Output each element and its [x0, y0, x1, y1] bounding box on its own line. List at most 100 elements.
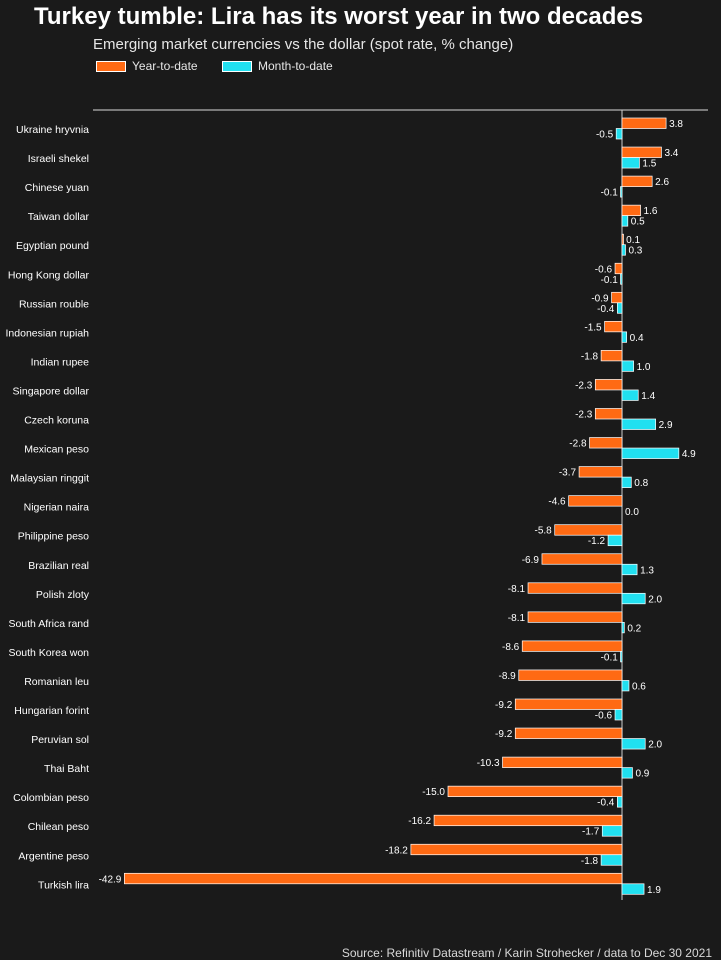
- category-label: Nigerian naira: [24, 502, 90, 514]
- bar-ytd: [514, 727, 623, 739]
- bar-mtd: [614, 709, 623, 721]
- bar-mtd: [620, 273, 623, 285]
- bar-mtd: [621, 389, 639, 401]
- data-label-mtd: -0.4: [597, 304, 615, 315]
- category-label: Philippine peso: [18, 531, 89, 543]
- bar-mtd: [621, 738, 646, 750]
- bar-mtd: [621, 883, 645, 895]
- bar-ytd: [554, 524, 623, 536]
- category-label: Ukraine hryvnia: [16, 124, 89, 136]
- bar-mtd: [617, 302, 623, 314]
- bar-ytd: [621, 117, 667, 129]
- bar-mtd: [621, 447, 680, 459]
- data-label-mtd: -1.7: [582, 827, 600, 838]
- bar-mtd: [621, 157, 640, 169]
- bar-ytd: [541, 553, 623, 565]
- bar-ytd: [589, 437, 623, 449]
- data-label-mtd: 1.4: [641, 391, 655, 402]
- data-label-ytd: -1.8: [581, 351, 599, 362]
- data-label-mtd: 2.0: [648, 740, 662, 751]
- bar-ytd: [447, 785, 623, 798]
- legend-swatch-ytd: [96, 60, 126, 72]
- bar-ytd: [621, 204, 641, 216]
- bar-ytd: [604, 321, 623, 333]
- bar-ytd: [614, 262, 623, 275]
- category-label: Czech koruna: [24, 415, 89, 427]
- bar-ytd: [621, 175, 653, 187]
- data-label-ytd: 2.6: [655, 177, 669, 188]
- bar-ytd: [568, 495, 623, 507]
- data-label-ytd: -1.5: [584, 322, 602, 333]
- data-label-ytd: 3.8: [669, 119, 683, 130]
- bar-ytd: [433, 814, 623, 827]
- category-label: Malaysian ringgit: [10, 473, 89, 485]
- data-label-mtd: -0.1: [601, 652, 619, 663]
- data-label-ytd: -9.2: [495, 729, 513, 740]
- data-label-mtd: -0.5: [596, 130, 614, 141]
- data-label-ytd: -8.9: [499, 671, 517, 682]
- data-label-ytd: -8.6: [502, 642, 520, 653]
- data-label-ytd: -4.6: [548, 497, 566, 508]
- legend-item-ytd: Year-to-date: [96, 59, 198, 73]
- source-note: Source: Refinitiv Datastream / Karin Str…: [341, 946, 712, 960]
- bar-mtd: [607, 534, 623, 547]
- data-label-mtd: -0.1: [601, 275, 619, 286]
- data-label-mtd: 1.5: [642, 159, 656, 170]
- data-label-mtd: 0.6: [632, 681, 646, 692]
- bar-ytd: [521, 640, 623, 652]
- category-label: Singapore dollar: [13, 385, 90, 397]
- legend-label-mtd: Month-to-date: [258, 59, 333, 73]
- bar-mtd: [620, 186, 623, 198]
- bar-ytd: [502, 756, 623, 768]
- data-label-ytd: -18.2: [385, 845, 408, 856]
- data-label-ytd: -0.6: [595, 264, 613, 275]
- data-label-mtd: 0.5: [631, 217, 645, 228]
- category-label: Turkish lira: [38, 879, 89, 891]
- category-label: Chilean peso: [28, 821, 89, 833]
- bar-ytd: [578, 466, 623, 478]
- data-label-ytd: -15.0: [422, 787, 445, 798]
- data-label-mtd: -1.8: [581, 856, 599, 867]
- bar-ytd: [410, 843, 623, 856]
- bar-mtd: [621, 244, 626, 256]
- category-label: Romanian leu: [24, 676, 89, 688]
- bar-mtd: [615, 128, 623, 140]
- data-label-mtd: 1.3: [640, 565, 654, 576]
- bar-mtd: [621, 215, 629, 227]
- category-label: South Korea won: [8, 647, 89, 659]
- data-label-ytd: -2.3: [575, 380, 593, 391]
- data-label-ytd: -42.9: [99, 874, 122, 885]
- data-label-ytd: -6.9: [522, 555, 540, 566]
- category-label: Argentine peso: [18, 850, 89, 862]
- category-label: Brazilian real: [28, 560, 89, 572]
- bar-ytd: [600, 350, 623, 362]
- data-label-mtd: 2.0: [648, 594, 662, 605]
- data-label-ytd: -5.8: [534, 526, 552, 537]
- data-label-mtd: -1.2: [588, 536, 606, 547]
- bar-mtd: [621, 331, 627, 343]
- data-label-mtd: 0.4: [630, 333, 644, 344]
- data-label-ytd: -9.2: [495, 700, 513, 711]
- bar-mtd: [621, 680, 630, 692]
- chart-subtitle: Emerging market currencies vs the dollar…: [93, 36, 514, 53]
- data-label-ytd: -10.3: [477, 758, 500, 769]
- data-label-mtd: -0.4: [597, 798, 615, 809]
- data-label-mtd: -0.6: [595, 711, 613, 722]
- data-label-ytd: 0.1: [626, 235, 640, 246]
- bar-ytd: [621, 146, 662, 158]
- category-label: Thai Baht: [44, 763, 89, 775]
- data-label-ytd: 1.6: [644, 206, 658, 217]
- data-label-ytd: -2.3: [575, 410, 593, 421]
- bar-mtd: [621, 360, 634, 372]
- data-label-ytd: -8.1: [508, 613, 526, 624]
- bar-ytd: [527, 611, 623, 623]
- data-label-ytd: 3.4: [664, 148, 678, 159]
- category-label: Israeli shekel: [28, 153, 89, 165]
- data-label-mtd: 1.0: [637, 362, 651, 373]
- data-label-ytd: -8.1: [508, 584, 526, 595]
- category-label: Russian rouble: [19, 298, 89, 310]
- bar-mtd: [620, 651, 623, 663]
- bar-ytd: [611, 291, 623, 304]
- bar-ytd: [124, 872, 623, 885]
